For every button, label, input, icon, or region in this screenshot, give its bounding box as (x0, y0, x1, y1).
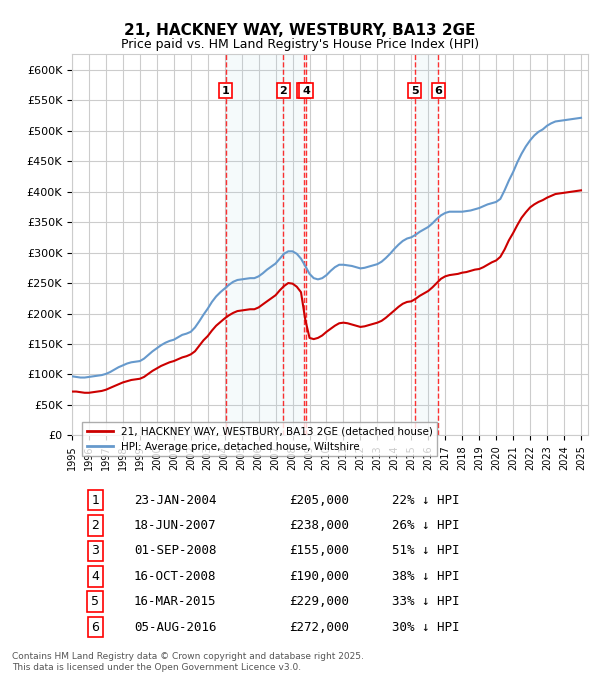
Text: 38% ↓ HPI: 38% ↓ HPI (392, 570, 460, 583)
Text: 30% ↓ HPI: 30% ↓ HPI (392, 621, 460, 634)
Bar (415, 54, 439, 435)
Text: 16-OCT-2008: 16-OCT-2008 (134, 570, 217, 583)
Text: 6: 6 (91, 621, 99, 634)
Text: 23-JAN-2004: 23-JAN-2004 (134, 494, 217, 507)
Text: 4: 4 (302, 86, 310, 96)
Text: £205,000: £205,000 (289, 494, 349, 507)
Bar (226, 54, 283, 435)
Text: 5: 5 (91, 595, 99, 608)
Text: 3: 3 (300, 86, 308, 96)
Text: £238,000: £238,000 (289, 519, 349, 532)
Text: 22% ↓ HPI: 22% ↓ HPI (392, 494, 460, 507)
Text: 4: 4 (91, 570, 99, 583)
Text: 18-JUN-2007: 18-JUN-2007 (134, 519, 217, 532)
Text: Contains HM Land Registry data © Crown copyright and database right 2025.
This d: Contains HM Land Registry data © Crown c… (12, 652, 364, 672)
Text: £229,000: £229,000 (289, 595, 349, 608)
Text: 51% ↓ HPI: 51% ↓ HPI (392, 545, 460, 558)
Text: 21, HACKNEY WAY, WESTBURY, BA13 2GE: 21, HACKNEY WAY, WESTBURY, BA13 2GE (124, 23, 476, 38)
Text: 2: 2 (91, 519, 99, 532)
Text: 5: 5 (411, 86, 419, 96)
Text: 1: 1 (222, 86, 230, 96)
Text: 2: 2 (280, 86, 287, 96)
Text: Price paid vs. HM Land Registry's House Price Index (HPI): Price paid vs. HM Land Registry's House … (121, 37, 479, 51)
Text: 6: 6 (434, 86, 442, 96)
Legend: 21, HACKNEY WAY, WESTBURY, BA13 2GE (detached house), HPI: Average price, detach: 21, HACKNEY WAY, WESTBURY, BA13 2GE (det… (82, 422, 437, 456)
Text: 16-MAR-2015: 16-MAR-2015 (134, 595, 217, 608)
Text: £272,000: £272,000 (289, 621, 349, 634)
Text: 26% ↓ HPI: 26% ↓ HPI (392, 519, 460, 532)
Text: 05-AUG-2016: 05-AUG-2016 (134, 621, 217, 634)
Text: £155,000: £155,000 (289, 545, 349, 558)
Text: £190,000: £190,000 (289, 570, 349, 583)
Text: 01-SEP-2008: 01-SEP-2008 (134, 545, 217, 558)
Text: 33% ↓ HPI: 33% ↓ HPI (392, 595, 460, 608)
Text: 3: 3 (91, 545, 99, 558)
Bar (283, 54, 306, 435)
Text: 1: 1 (91, 494, 99, 507)
